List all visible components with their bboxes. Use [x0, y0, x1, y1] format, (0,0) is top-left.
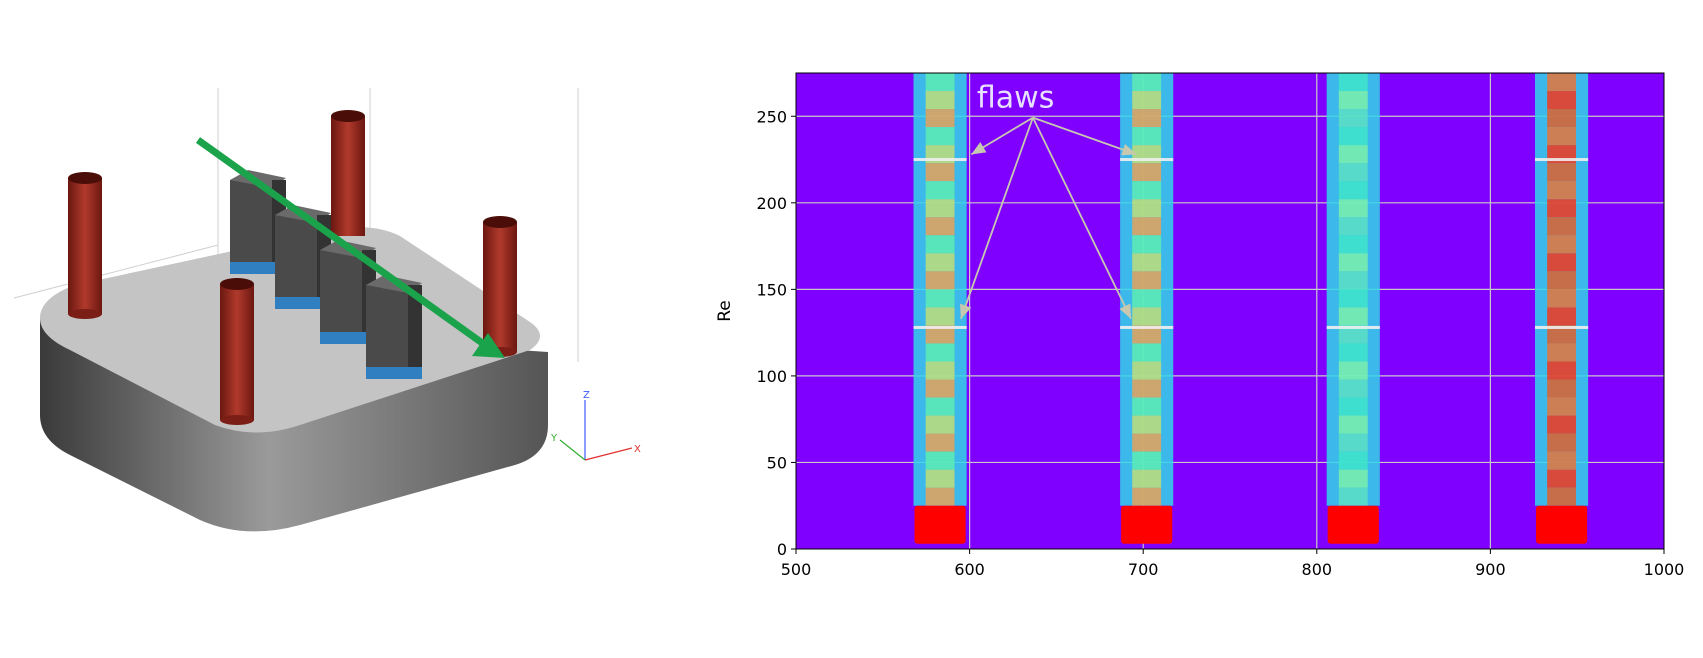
flaws-annotation: flaws — [959, 81, 1137, 320]
sensor-blocks — [230, 170, 422, 379]
band-4 — [1535, 73, 1589, 544]
annotation-arrowhead — [959, 303, 972, 319]
axis-z-label: Z — [583, 390, 590, 401]
pillar-left — [68, 172, 102, 319]
band-base — [914, 505, 966, 544]
y-ticks: 0 50 100 150 200 250 — [756, 107, 796, 559]
pillars — [68, 110, 517, 425]
y-tick-label: 0 — [777, 540, 787, 559]
x-ticks: 500 600 700 800 900 1000 — [781, 549, 1685, 579]
y-axis-label: Re — [715, 300, 735, 322]
x-tick-label: 1000 — [1644, 560, 1685, 579]
3d-scene: Z X Y — [13, 88, 641, 532]
band-1 — [913, 73, 967, 544]
scan-arrow — [195, 137, 505, 358]
flaw-gap — [1120, 158, 1174, 162]
pillar-front — [220, 278, 254, 425]
heatmap-chart: 500 600 700 800 900 1000 0 50 100 150 200 250 Re f… — [715, 72, 1685, 579]
y-tick-label: 250 — [756, 107, 787, 126]
flaw-gap — [1120, 325, 1174, 329]
annotation-arrow-3 — [1032, 116, 1137, 156]
band-base — [1536, 505, 1588, 544]
x-tick-label: 500 — [781, 560, 812, 579]
annotation-arrow-2 — [960, 117, 1034, 320]
plot-frame — [795, 72, 1665, 550]
x-tick-label: 900 — [1475, 560, 1506, 579]
x-tick-label: 700 — [1128, 560, 1159, 579]
y-tick-label: 200 — [756, 194, 787, 213]
axes-triad: Z X Y — [550, 390, 641, 461]
pillar-back — [331, 110, 365, 236]
annotation-arrowhead — [971, 142, 987, 155]
axis-y-label: Y — [550, 433, 558, 444]
flaw-gap — [1535, 158, 1589, 162]
axis-x-label: X — [634, 444, 641, 455]
flaw-gap — [1326, 325, 1380, 329]
band-base — [1121, 505, 1173, 544]
flaw-gap — [913, 325, 967, 329]
flaw-gap — [913, 158, 967, 162]
annotation-arrow-4 — [1032, 117, 1132, 320]
x-tick-label: 600 — [954, 560, 985, 579]
y-tick-label: 100 — [756, 367, 787, 386]
bands — [913, 73, 1589, 544]
y-tick-label: 50 — [767, 453, 787, 472]
band-base — [1327, 505, 1379, 544]
plate-top — [40, 227, 540, 433]
annotation-arrowhead — [1121, 144, 1137, 156]
flaw-gap — [1535, 325, 1589, 329]
band-3 — [1326, 73, 1380, 544]
band-2 — [1120, 73, 1174, 544]
annotation-arrowhead — [1119, 303, 1132, 319]
y-tick-label: 150 — [756, 280, 787, 299]
annotation-text: flaws — [977, 81, 1054, 116]
x-tick-label: 800 — [1302, 560, 1333, 579]
